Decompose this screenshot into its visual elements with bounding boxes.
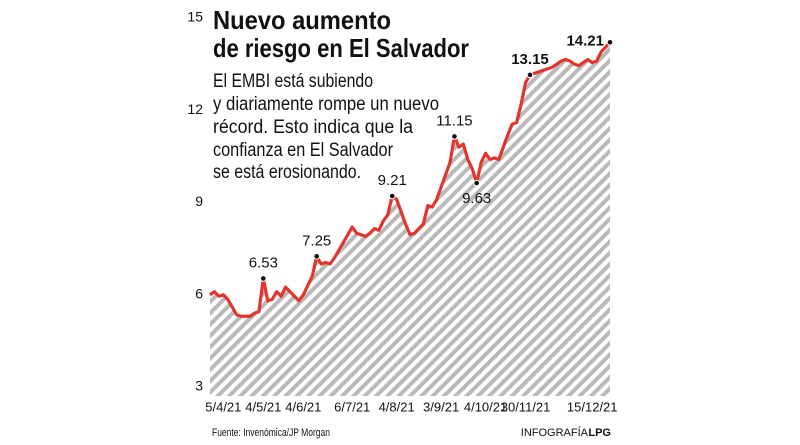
point-marker bbox=[451, 133, 458, 140]
subtitle: récord. Esto indica que la bbox=[213, 117, 413, 138]
value-label: 9.63 bbox=[462, 190, 491, 207]
value-label: 7.25 bbox=[302, 232, 331, 249]
value-label: 9.21 bbox=[378, 172, 407, 189]
x-tick-label: 3/9/21 bbox=[423, 399, 459, 414]
plot-area bbox=[209, 41, 612, 396]
x-tick-label: 4/10/21 bbox=[464, 399, 507, 414]
source: Fuente: Invenómica/JP Morgan bbox=[212, 427, 330, 439]
point-marker bbox=[473, 179, 480, 187]
x-tick-label: 4/8/21 bbox=[379, 399, 415, 414]
point-marker bbox=[606, 38, 614, 46]
value-label: 13.15 bbox=[511, 51, 549, 68]
y-tick-label: 15 bbox=[187, 9, 203, 25]
y-tick-label: 9 bbox=[195, 193, 203, 209]
value-label: 11.15 bbox=[436, 112, 472, 129]
point-marker bbox=[388, 192, 396, 200]
subtitle: se está erosionando. bbox=[213, 162, 361, 183]
x-tick-label: 6/7/21 bbox=[334, 399, 370, 414]
chart-title: Nuevo aumento bbox=[213, 5, 391, 35]
x-tick-label: 5/4/21 bbox=[205, 399, 241, 414]
point-marker bbox=[526, 71, 534, 79]
subtitle: y diariamente rompe un nuevo bbox=[213, 94, 439, 115]
x-tick-label: 30/11/21 bbox=[501, 399, 551, 414]
subtitle: El EMBI está subiendo bbox=[213, 71, 373, 92]
y-tick-label: 3 bbox=[195, 378, 203, 394]
line bbox=[209, 41, 612, 318]
subtitle: confianza en El Salvador bbox=[213, 140, 394, 161]
x-tick-label: 4/5/21 bbox=[245, 399, 281, 414]
chart-title: de riesgo en El Salvador bbox=[213, 33, 469, 63]
value-label: 14.21 bbox=[566, 32, 604, 49]
y-tick-label: 12 bbox=[187, 101, 203, 117]
y-tick-label: 6 bbox=[195, 285, 203, 301]
point-marker bbox=[313, 253, 320, 260]
x-tick-label: 15/12/21 bbox=[567, 399, 618, 414]
credit-brand: LPG bbox=[588, 427, 611, 439]
value-label: 6.53 bbox=[249, 254, 278, 271]
x-tick-label: 4/6/21 bbox=[285, 399, 321, 414]
point-marker bbox=[260, 275, 267, 282]
credit: INFOGRAFÍA bbox=[521, 426, 589, 439]
